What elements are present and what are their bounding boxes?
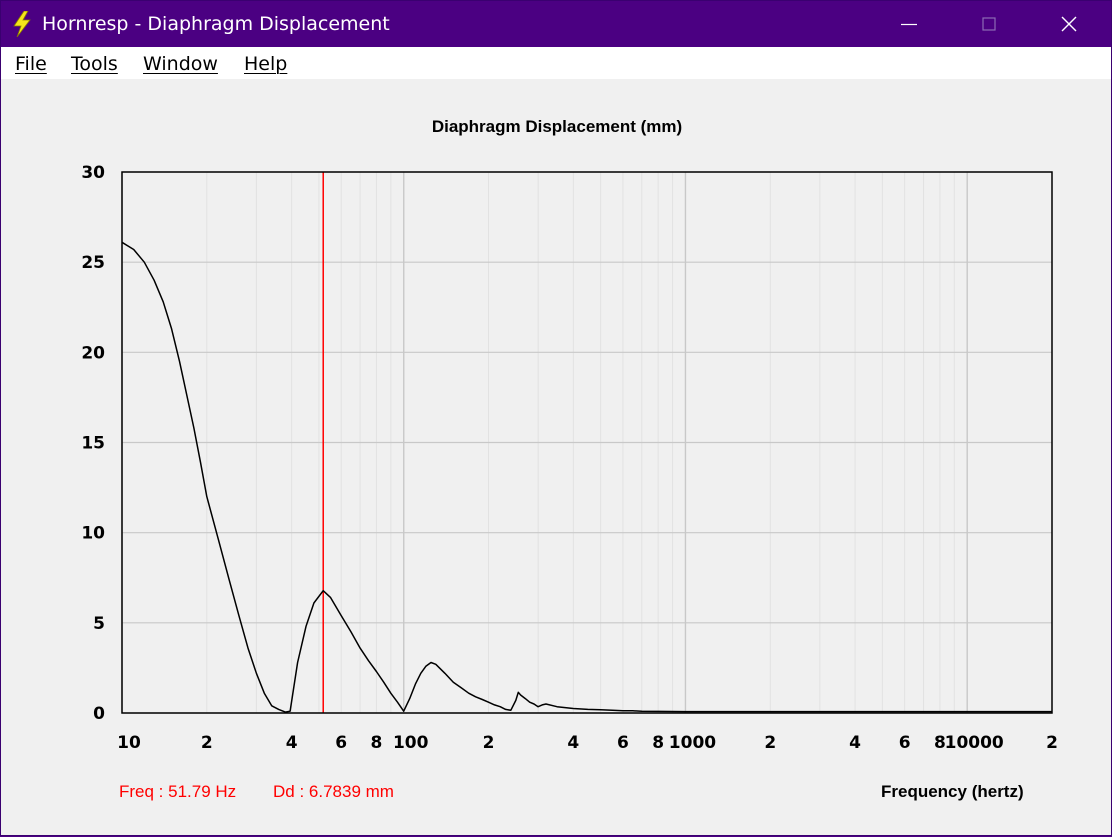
menu-bar: File Tools Window Help <box>1 47 1111 79</box>
x-tick-label: 8 <box>652 733 664 753</box>
x-tick-label: 2 <box>764 733 776 753</box>
minimize-icon <box>901 23 917 26</box>
freq-readout: Freq : 51.79 Hz <box>119 782 237 801</box>
x-tick-label: 4 <box>567 733 579 753</box>
y-tick-label: 20 <box>81 343 105 363</box>
close-button[interactable] <box>1029 1 1109 47</box>
menu-help[interactable]: Help <box>244 53 288 75</box>
menu-file[interactable]: File <box>15 53 47 75</box>
x-tick-label: 6 <box>617 733 629 753</box>
y-tick-label: 15 <box>81 434 105 454</box>
close-icon <box>1061 16 1077 32</box>
x-tick-label: 4 <box>286 733 298 753</box>
x-tick-label: 6 <box>899 733 911 753</box>
x-tick-label: 2 <box>1046 733 1058 753</box>
title-bar[interactable]: Hornresp - Diaphragm Displacement <box>1 1 1111 47</box>
x-tick-label: 10 <box>117 733 141 753</box>
menu-tools[interactable]: Tools <box>71 53 118 75</box>
displacement-curve <box>121 241 1052 713</box>
x-tick-label: 2 <box>483 733 495 753</box>
y-tick-label: 10 <box>81 524 105 544</box>
window-title: Hornresp - Diaphragm Displacement <box>42 13 390 35</box>
x-tick-label: 8 <box>371 733 383 753</box>
series-layer <box>121 241 1052 713</box>
x-tick-label: 10000 <box>945 733 1004 753</box>
displacement-readout: Dd : 6.7839 mm <box>273 782 394 801</box>
x-tick-label: 100 <box>393 733 429 753</box>
x-tick-label: 6 <box>335 733 347 753</box>
menu-window[interactable]: Window <box>143 53 218 75</box>
x-tick-label: 4 <box>849 733 861 753</box>
x-axis-label: Frequency (hertz) <box>881 782 1024 801</box>
y-tick-label: 30 <box>81 163 105 183</box>
y-tick-label: 25 <box>81 253 105 273</box>
chart-panel <box>1 79 1111 835</box>
minimize-button[interactable] <box>869 1 949 47</box>
y-tick-label: 0 <box>93 704 105 724</box>
y-tick-labels: 0 5 10 15 20 25 30 <box>81 163 105 724</box>
maximize-button[interactable] <box>949 1 1029 47</box>
plot-frame <box>121 171 1053 714</box>
chart-title: Diaphragm Displacement (mm) <box>431 117 683 136</box>
x-tick-label: 1000 <box>669 733 716 753</box>
lightning-bolt-icon <box>13 11 31 37</box>
grid-layer <box>121 171 1053 714</box>
maximize-icon <box>982 17 996 31</box>
y-tick-label: 5 <box>93 614 105 634</box>
x-tick-label: 2 <box>201 733 213 753</box>
x-tick-label: 8 <box>934 733 946 753</box>
